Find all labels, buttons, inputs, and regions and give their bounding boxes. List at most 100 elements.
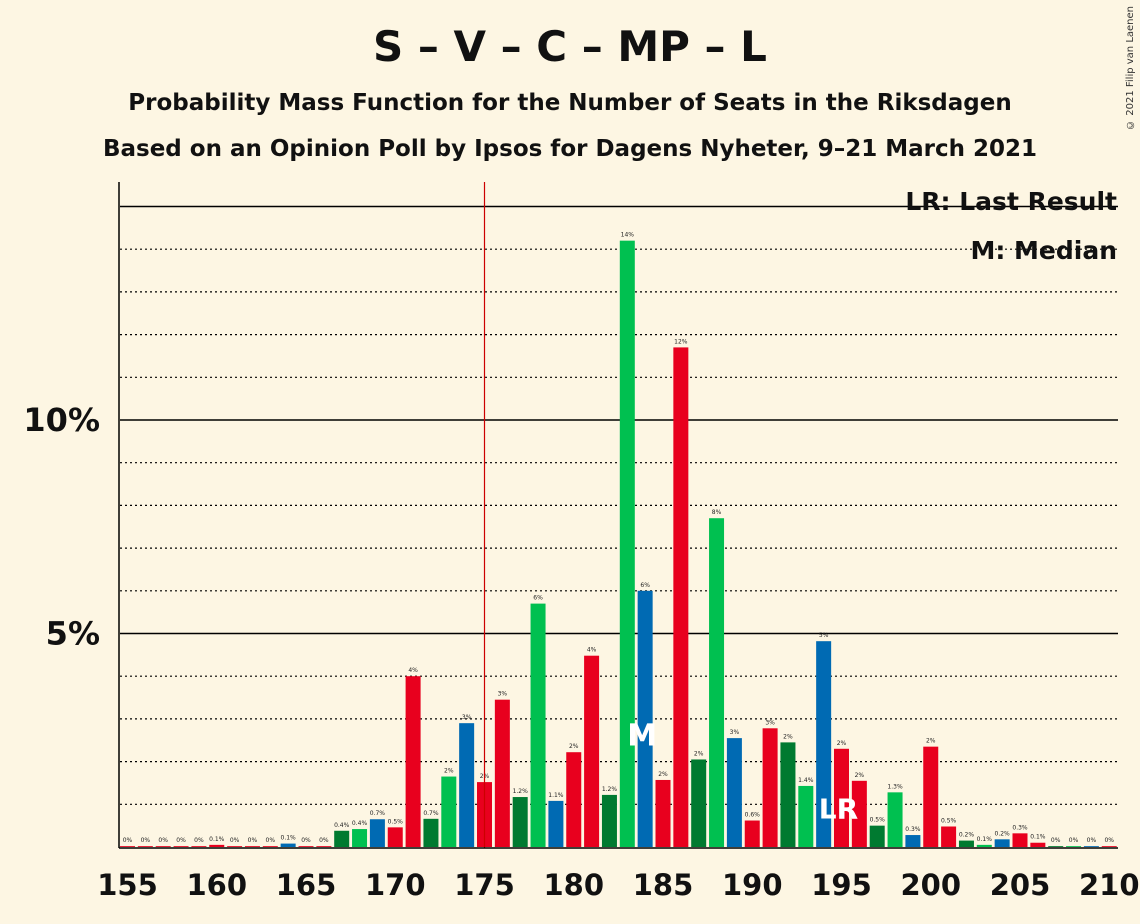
bar-label-178: 6% [533,595,543,602]
bar-163 [262,846,278,847]
bar-label-188: 8% [712,509,722,516]
legend-last-result: LR: Last Result [905,187,1117,216]
bar-label-190: 0.6% [745,812,761,819]
bar-label-201: 0.5% [941,818,957,825]
bar-171 [405,676,421,847]
median-marker: M [627,719,657,754]
bar-label-210: 0% [1104,837,1114,844]
bar-186 [673,347,689,847]
bar-157 [155,846,171,847]
bar-203 [976,844,992,847]
bar-194 [816,641,832,847]
bar-177 [512,797,528,847]
bar-208 [1066,846,1082,847]
bar-label-174: 3% [462,714,472,721]
bar-label-204: 0.2% [995,830,1011,837]
bar-169 [369,819,385,847]
bar-label-165: 0% [301,837,311,844]
x-tick-label-190: 190 [722,868,783,902]
bar-label-202: 0.2% [959,832,975,839]
bar-197 [869,825,885,847]
bar-202 [958,840,974,847]
bar-162 [244,846,260,847]
bar-label-194: 5% [819,632,829,639]
bar-label-207: 0% [1051,837,1061,844]
x-tick-label-170: 170 [365,868,426,902]
bar-label-172: 0.7% [423,810,439,817]
bar-label-197: 0.5% [870,817,886,824]
bar-label-203: 0.1% [977,836,993,843]
bar-155 [120,846,135,847]
bar-188 [709,518,725,847]
x-tick-label-210: 210 [1079,868,1140,902]
bar-label-168: 0.4% [352,820,368,827]
bar-185 [655,779,671,847]
bar-label-169: 0.7% [370,810,386,817]
bar-label-176: 3% [498,691,508,698]
bar-label-171: 4% [408,667,418,674]
bar-label-182: 1.2% [602,786,618,793]
x-tick-label-175: 175 [454,868,515,902]
bar-183 [619,240,635,847]
bar-165 [298,846,314,847]
bar-label-208: 0% [1069,837,1079,844]
bar-196 [851,780,867,847]
bar-158 [173,846,189,847]
bar-label-157: 0% [158,837,168,844]
chart-title: S – V – C – MP – L [373,22,767,71]
bar-label-196: 2% [855,772,865,779]
bar-label-209: 0% [1087,837,1097,844]
bar-label-164: 0.1% [281,835,297,842]
chart-subtitle-2: Based on an Opinion Poll by Ipsos for Da… [102,136,1038,162]
bar-195 [834,748,849,847]
bar-label-183: 14% [621,232,635,239]
bar-label-186: 12% [674,338,688,345]
bar-label-205: 0.3% [1012,824,1028,831]
x-tick-label-160: 160 [186,868,247,902]
x-tick-label-205: 205 [990,868,1051,902]
bar-label-189: 3% [730,729,740,736]
bar-label-180: 2% [569,743,579,750]
bar-label-185: 2% [658,771,668,778]
bar-159 [191,846,207,847]
y-tick-label-5: 5% [46,615,100,653]
bar-label-206: 0.1% [1030,834,1046,841]
bar-label-170: 0.5% [388,818,404,825]
bar-192 [780,742,796,847]
bar-label-162: 0% [248,837,258,844]
bar-200 [923,746,939,847]
x-tick-label-155: 155 [97,868,158,902]
x-tick-label-185: 185 [633,868,694,902]
bar-193 [798,785,814,847]
bar-173 [441,776,457,847]
bar-164 [280,843,296,847]
bar-label-179: 1.1% [548,792,564,799]
bar-179 [548,800,564,847]
bar-209 [1083,846,1099,847]
bar-label-195: 2% [837,740,847,747]
bar-204 [994,839,1010,847]
bar-210 [1101,846,1117,847]
bar-181 [584,655,600,847]
bar-184 [637,590,653,847]
bar-191 [762,728,778,847]
bar-label-184: 6% [640,582,650,589]
bar-166 [316,846,332,847]
bar-label-160: 0.1% [209,836,225,843]
y-tick-label-10: 10% [23,401,100,439]
bar-189 [726,738,742,847]
bar-206 [1030,842,1046,847]
bar-167 [334,830,350,847]
bar-160 [209,844,225,847]
bar-199 [905,835,921,847]
bar-label-167: 0.4% [334,822,350,829]
bar-label-161: 0% [230,837,240,844]
x-tick-label-165: 165 [276,868,337,902]
x-tick-label-195: 195 [811,868,872,902]
bar-label-187: 2% [694,750,704,757]
x-tick-label-180: 180 [543,868,604,902]
bar-label-173: 2% [444,768,454,775]
last-result-marker: LR [819,792,858,825]
bar-178 [530,603,546,847]
